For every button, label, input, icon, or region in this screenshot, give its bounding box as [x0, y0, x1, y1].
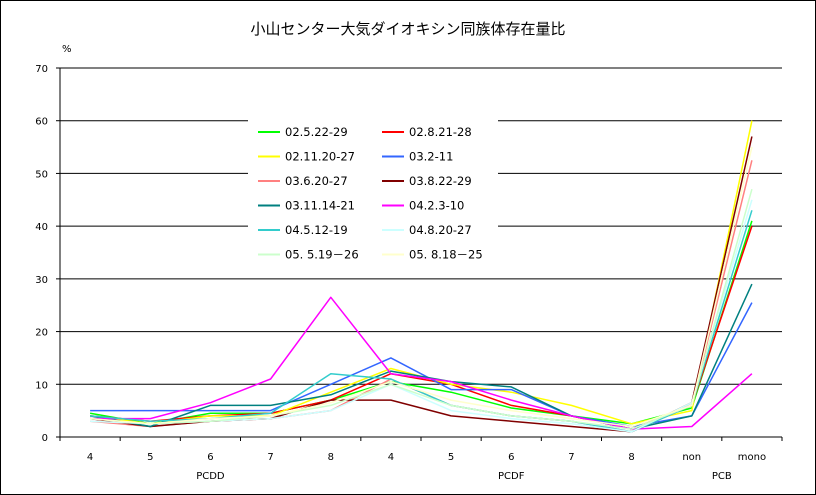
series-line: [90, 188, 753, 430]
y-tick-label: 70: [35, 64, 48, 75]
legend-label: 03.2-11: [409, 150, 453, 164]
series-line: [90, 296, 753, 430]
series-line: [90, 146, 753, 428]
legend-box: [248, 116, 498, 272]
legend-label: 04.2.3-10: [409, 199, 464, 213]
x-tick-label: mono: [738, 452, 766, 463]
chart-title: 小山センター大気ダイオキシン同族体存在量比: [250, 20, 565, 38]
x-tick-label: 8: [328, 452, 334, 463]
legend-label: 02.11.20-27: [285, 150, 355, 164]
x-group-label: PCB: [712, 471, 732, 482]
y-axis-ticks: 0 10 20 30 40 50 60 70: [35, 64, 60, 444]
legend-label: 04.8.20-27: [409, 223, 472, 237]
legend-label: 04.5.12-19: [285, 223, 348, 237]
x-axis: 4 5 6 7 8 4 5 6 7 8 non mono PCDD PCDF PCB: [59, 68, 783, 482]
x-tick-label: 5: [448, 452, 454, 463]
y-tick-label: 60: [35, 117, 48, 128]
y-tick-label: 40: [35, 222, 48, 233]
x-tick-label: non: [682, 452, 701, 463]
legend-label: 02.5.22-29: [285, 125, 348, 139]
legend-label: 02.8.21-28: [409, 125, 472, 139]
y-tick-label: 0: [42, 433, 48, 444]
x-group-label: PCDF: [498, 471, 525, 482]
y-tick-label: 20: [35, 328, 48, 339]
y-tick-label: 30: [35, 275, 48, 286]
legend-label: 03.11.14-21: [285, 199, 355, 213]
legend-label: 05. 5.19－26: [285, 248, 359, 262]
legend: 02.5.22-29 02.8.21-28 02.11.20-27 03.2-11 03…: [248, 116, 498, 272]
x-tick-label: 4: [87, 452, 93, 463]
x-tick-label: 5: [147, 452, 153, 463]
x-tick-label: 7: [568, 452, 574, 463]
x-tick-label: 6: [207, 452, 213, 463]
series-lines: [89, 120, 753, 433]
y-axis-unit-label: %: [62, 44, 72, 55]
x-tick-label: 4: [388, 452, 394, 463]
x-group-label: PCDD: [196, 471, 225, 482]
legend-label: 03.8.22-29: [409, 174, 472, 188]
x-tick-label: 6: [508, 452, 514, 463]
y-tick-label: 10: [35, 380, 48, 391]
legend-label: 03.6.20-27: [285, 174, 348, 188]
legend-label: 05. 8.18－25: [409, 248, 483, 262]
y-tick-label: 50: [35, 169, 48, 180]
x-tick-label: 7: [267, 452, 273, 463]
x-tick-label: 8: [628, 452, 634, 463]
